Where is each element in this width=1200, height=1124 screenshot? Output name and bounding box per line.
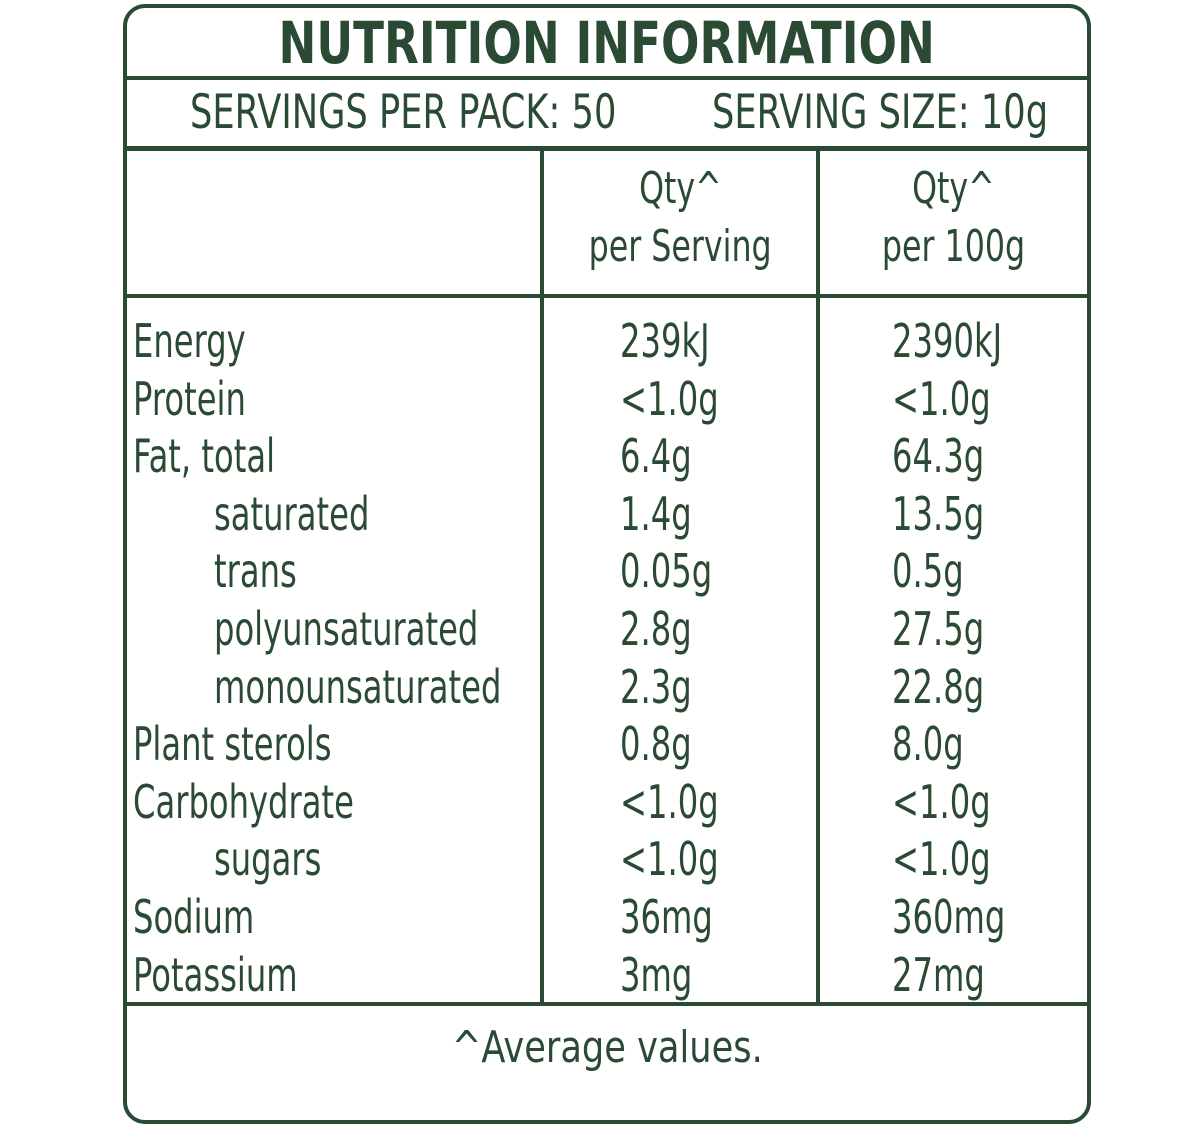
column-divider-2: [816, 150, 820, 1004]
nutrient-per-serving: 36mg: [620, 889, 713, 944]
divider-above-footnote: [127, 1002, 1087, 1006]
nutrient-name: Fat, total: [133, 429, 276, 484]
nutrient-name: saturated: [214, 486, 370, 541]
column-header-per-serving: Qty^ per Serving: [588, 163, 772, 272]
nutrient-per-100g: <1.0g: [892, 371, 991, 426]
divider-under-servings: [127, 146, 1087, 151]
divider-under-column-headers: [127, 294, 1087, 298]
nutrient-per-100g: 13.5g: [892, 486, 985, 541]
nutrient-row: Carbohydrate <1.0g <1.0g: [0, 775, 1200, 833]
nutrient-per-100g: 64.3g: [892, 429, 985, 484]
nutrient-name: Carbohydrate: [133, 774, 354, 829]
label-title: NUTRITION INFORMATION: [278, 9, 936, 77]
nutrient-row: polyunsaturated 2.8g 27.5g: [0, 602, 1200, 660]
nutrient-per-serving: <1.0g: [620, 371, 719, 426]
nutrient-row: monounsaturated 2.3g 22.8g: [0, 660, 1200, 718]
nutrient-name: trans: [214, 544, 297, 599]
nutrient-row: trans 0.05g 0.5g: [0, 544, 1200, 602]
serving-size: SERVING SIZE: 10g: [712, 85, 1049, 140]
servings-per-pack: SERVINGS PER PACK: 50: [190, 85, 617, 140]
nutrient-per-100g: 2390kJ: [892, 314, 1003, 368]
nutrient-per-serving: 239kJ: [620, 314, 710, 368]
nutrient-per-serving: <1.0g: [620, 832, 719, 887]
nutrient-name: Potassium: [133, 947, 298, 1002]
nutrient-name: Sodium: [133, 889, 255, 944]
nutrient-row: Fat, total 6.4g 64.3g: [0, 429, 1200, 487]
nutrient-name: Protein: [133, 371, 246, 426]
nutrient-per-serving: 3mg: [620, 947, 693, 1002]
nutrient-name: Energy: [133, 314, 246, 368]
nutrient-row: saturated 1.4g 13.5g: [0, 487, 1200, 545]
nutrient-per-serving: 6.4g: [620, 429, 692, 484]
nutrient-per-serving: 0.8g: [620, 717, 692, 772]
nutrient-row: Energy 239kJ 2390kJ: [0, 314, 1200, 372]
nutrient-per-serving: 1.4g: [620, 486, 692, 541]
nutrient-per-serving: 0.05g: [620, 544, 713, 599]
footnote: ^Average values.: [451, 1022, 763, 1073]
column-divider-1: [540, 150, 544, 1004]
nutrient-per-100g: 22.8g: [892, 659, 985, 714]
nutrient-name: monounsaturated: [214, 659, 502, 714]
nutrient-name: sugars: [214, 832, 322, 887]
nutrient-per-100g: 0.5g: [892, 544, 964, 599]
nutrient-per-100g: 360mg: [892, 889, 1006, 944]
column-header-per-100g: Qty^ per 100g: [881, 163, 1026, 272]
nutrient-per-100g: 27.5g: [892, 601, 985, 656]
nutrient-name: Plant sterols: [133, 717, 332, 772]
nutrient-per-100g: <1.0g: [892, 774, 991, 829]
nutrient-rows: Energy 239kJ 2390kJ Protein <1.0g <1.0g Fat, t…: [0, 314, 1200, 1005]
nutrient-row: sugars <1.0g <1.0g: [0, 832, 1200, 890]
nutrient-per-serving: 2.3g: [620, 659, 692, 714]
nutrient-per-100g: <1.0g: [892, 832, 991, 887]
divider-under-title: [127, 76, 1087, 80]
nutrient-row: Protein <1.0g <1.0g: [0, 372, 1200, 430]
nutrient-per-100g: 8.0g: [892, 717, 964, 772]
nutrient-per-serving: <1.0g: [620, 774, 719, 829]
nutrient-row: Plant sterols 0.8g 8.0g: [0, 717, 1200, 775]
nutrient-name: polyunsaturated: [214, 601, 479, 656]
nutrient-per-100g: 27mg: [892, 947, 985, 1002]
nutrient-row: Sodium 36mg 360mg: [0, 890, 1200, 948]
nutrient-row: Potassium 3mg 27mg: [0, 948, 1200, 1006]
nutrient-per-serving: 2.8g: [620, 601, 692, 656]
